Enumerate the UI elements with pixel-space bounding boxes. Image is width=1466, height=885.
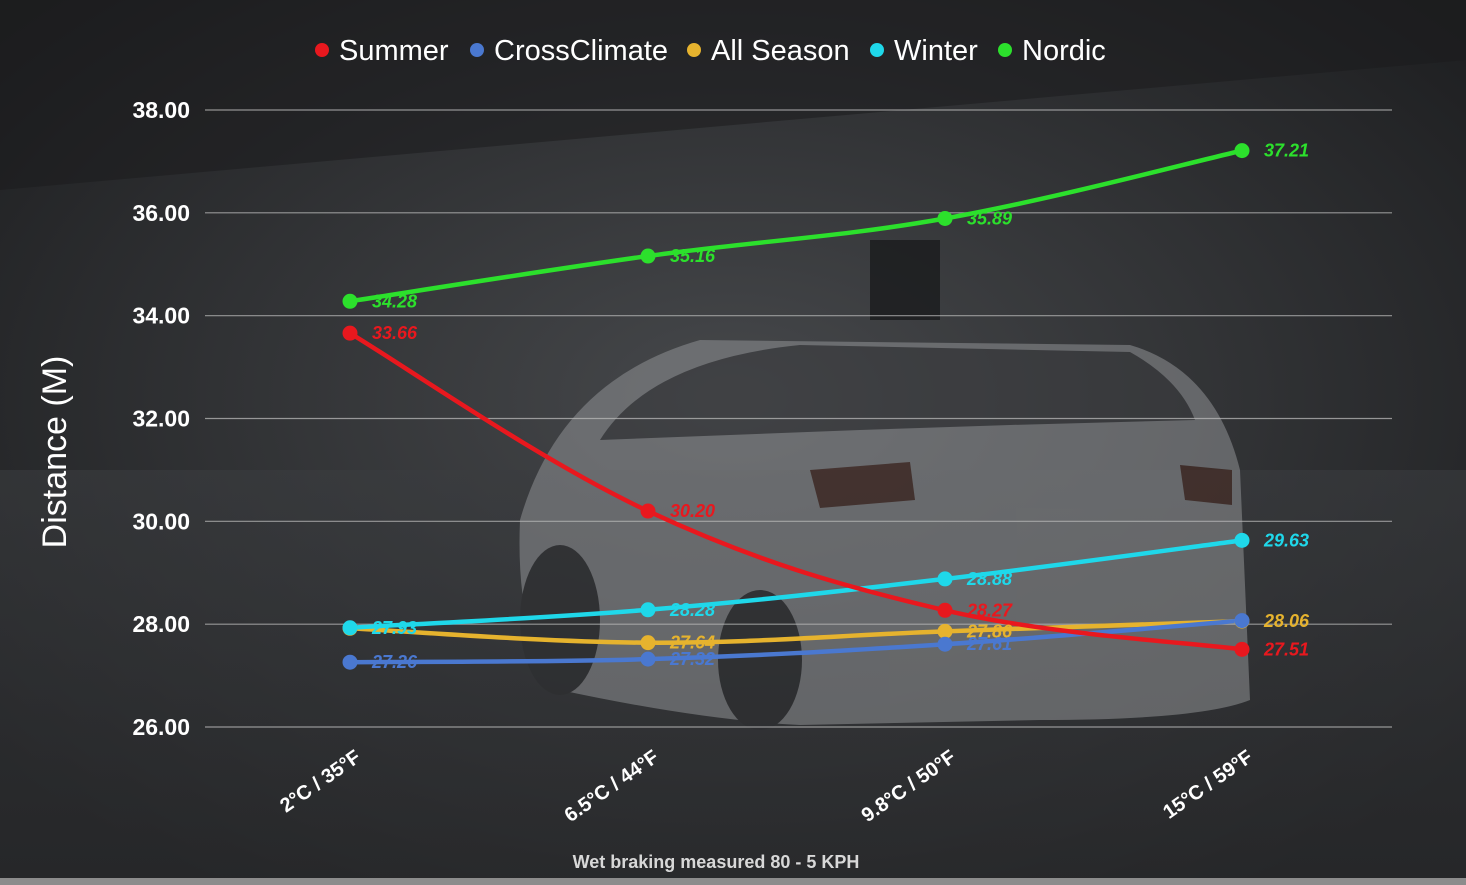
car-silhouette (519, 340, 1250, 730)
legend-label: Nordic (1022, 35, 1106, 67)
data-label: 28.28 (669, 600, 715, 620)
legend-label: All Season (711, 35, 850, 67)
data-point (937, 210, 953, 226)
data-label: 29.63 (1263, 530, 1309, 550)
data-point (640, 651, 656, 667)
series-lines (347, 148, 1245, 665)
data-label: 35.89 (967, 208, 1012, 228)
data-label: 27.51 (1263, 639, 1309, 659)
series-line-winter (347, 538, 1245, 631)
data-point (1234, 613, 1250, 629)
data-label: 27.26 (371, 652, 418, 672)
data-point (1234, 143, 1250, 159)
data-point (937, 636, 953, 652)
data-label: 28.88 (966, 569, 1012, 589)
data-labels: 27.64 27.86 28.06 27.26 27.32 27.61 27.93 28.28… (371, 141, 1310, 673)
data-label: 37.21 (1264, 141, 1309, 161)
legend-swatch (870, 43, 884, 57)
data-point (640, 503, 656, 519)
y-tick-label: 30.00 (132, 508, 190, 534)
data-label: 27.93 (371, 618, 417, 638)
data-label: 34.28 (372, 291, 417, 311)
y-tick-label: 34.00 (132, 303, 190, 329)
y-tick-label: 28.00 (132, 611, 190, 637)
y-tick-label: 26.00 (132, 714, 190, 740)
data-point (1234, 641, 1250, 657)
y-tick-label: 32.00 (132, 406, 190, 432)
data-point (342, 654, 358, 670)
data-label: 27.64 (669, 633, 715, 653)
series-points (342, 143, 1250, 670)
data-label: 30.20 (670, 501, 715, 521)
data-label: 28.27 (966, 600, 1013, 620)
data-point (640, 635, 656, 651)
data-point (937, 602, 953, 618)
data-label: 27.32 (669, 649, 715, 669)
series-line-summer (347, 330, 1245, 652)
y-axis-ticks: 26.00 28.00 30.00 32.00 34.00 36.00 38.00 (132, 97, 190, 740)
y-axis-label: Distance (M) (36, 356, 74, 549)
legend-swatch (687, 43, 701, 57)
series-line-all-season (347, 618, 1245, 645)
data-label: 33.66 (372, 323, 418, 343)
legend-swatch (470, 43, 484, 57)
data-point (342, 293, 358, 309)
legend-swatch (998, 43, 1012, 57)
legend: Summer CrossClimate All Season Winter Nordic (315, 35, 1106, 67)
data-point (937, 623, 953, 639)
legend-label: Summer (339, 35, 449, 67)
data-label: 27.86 (966, 621, 1013, 641)
data-label: 35.16 (670, 246, 716, 266)
series-line-nordic (347, 148, 1245, 304)
y-tick-label: 36.00 (132, 200, 190, 226)
y-tick-label: 38.00 (132, 97, 190, 123)
data-point (640, 248, 656, 264)
data-point (342, 620, 358, 636)
legend-label: Winter (894, 35, 978, 67)
series-line-crossclimate (347, 618, 1245, 665)
legend-swatch (315, 43, 329, 57)
data-point (640, 602, 656, 618)
data-point (1234, 532, 1250, 548)
data-label: 27.61 (966, 634, 1012, 654)
data-label: 28.06 (1263, 611, 1310, 631)
data-point (342, 325, 358, 341)
legend-label: CrossClimate (494, 35, 668, 67)
chart-footnote: Wet braking measured 80 - 5 KPH (573, 852, 860, 872)
data-point (937, 571, 953, 587)
